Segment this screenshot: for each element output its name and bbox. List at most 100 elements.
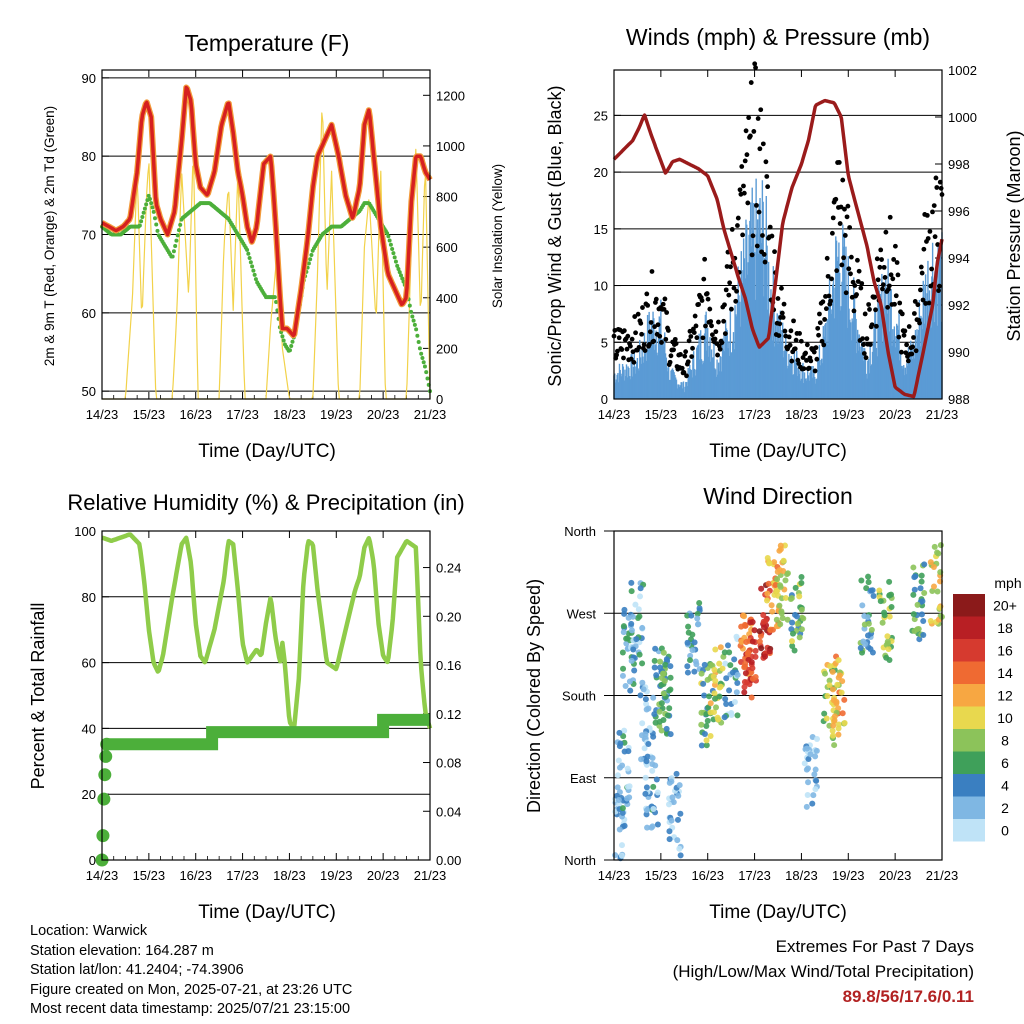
- direction-point: [805, 756, 812, 763]
- dewpoint-point: [175, 233, 180, 238]
- direction-point: [927, 618, 934, 625]
- temperature-panel: Temperature (F) Time (Day/UTC) 2m & 9m T…: [42, 30, 505, 462]
- gust-point: [906, 324, 912, 329]
- direction-point: [931, 543, 938, 550]
- dewpoint-point: [150, 205, 155, 210]
- direction-point: [782, 577, 789, 584]
- direction-point: [640, 686, 647, 693]
- dewpoint-point: [272, 295, 277, 300]
- gust-point: [829, 276, 834, 282]
- direction-point: [812, 766, 819, 773]
- gust-point: [655, 322, 661, 328]
- gust-point: [640, 305, 645, 310]
- direction-point: [911, 627, 918, 634]
- gust-point: [851, 308, 857, 314]
- direction-point: [764, 597, 771, 604]
- direction-point: [780, 557, 787, 564]
- direction-point: [865, 579, 872, 586]
- x-tick-label: 16/23: [179, 407, 212, 422]
- gust-point: [910, 344, 916, 350]
- direction-point: [711, 666, 718, 673]
- gust-point: [667, 359, 673, 365]
- direction-point: [637, 585, 644, 592]
- gust-point: [635, 311, 641, 317]
- y-tick-label-right: 600: [436, 240, 458, 255]
- direction-point: [723, 701, 730, 708]
- gust-point: [624, 346, 630, 352]
- direction-point: [642, 731, 649, 738]
- direction-point: [722, 660, 729, 667]
- gust-point: [779, 310, 785, 316]
- direction-point: [798, 573, 805, 580]
- gust-point: [869, 322, 875, 328]
- direction-point: [660, 690, 667, 697]
- dewpoint-point: [139, 219, 144, 224]
- dewpoint-point: [149, 201, 154, 206]
- gust-point: [703, 323, 708, 329]
- dewpoint-point: [154, 222, 159, 227]
- gust-point: [880, 282, 886, 288]
- gust-point: [685, 359, 691, 365]
- direction-point: [650, 783, 657, 790]
- direction-point: [811, 771, 818, 778]
- direction-point: [767, 627, 774, 634]
- direction-point: [615, 757, 622, 764]
- x-tick-label: 14/23: [598, 407, 631, 422]
- direction-point: [715, 716, 722, 723]
- gust-point: [932, 234, 938, 240]
- y-tick-label-right: 1000: [948, 110, 977, 125]
- colorbar-swatch: [953, 594, 985, 617]
- direction-point: [644, 824, 651, 831]
- rainfall-line: [106, 713, 430, 751]
- x-tick-label: 15/23: [645, 407, 678, 422]
- direction-point: [622, 682, 629, 689]
- direction-point: [685, 623, 692, 630]
- direction-point: [629, 613, 636, 620]
- colorbar-label: 8: [1001, 732, 1009, 748]
- direction-point: [778, 608, 785, 615]
- gust-point: [724, 264, 730, 269]
- dewpoint-point: [415, 333, 420, 338]
- gust-point: [872, 294, 878, 300]
- gust-point: [882, 275, 888, 280]
- direction-point: [664, 712, 671, 719]
- gust-point: [863, 355, 869, 361]
- direction-point: [764, 590, 771, 597]
- gust-point: [631, 359, 637, 365]
- direction-point: [772, 581, 779, 588]
- y-tick-label-right: 996: [948, 204, 970, 219]
- gust-point: [615, 348, 620, 354]
- humidity-plot: 14/23 15/23 16/23 17/23 18/23 19/23 20/23 21/23…: [74, 524, 461, 883]
- gust-point: [721, 318, 727, 324]
- gust-point: [852, 283, 858, 288]
- gust-point: [782, 328, 788, 334]
- gust-point: [657, 333, 663, 339]
- dewpoint-point: [280, 334, 285, 339]
- direction-point: [741, 621, 748, 628]
- x-tick-label: 20/23: [367, 407, 400, 422]
- direction-point: [724, 642, 731, 649]
- colorbar-swatch: [953, 796, 985, 819]
- direction-point: [687, 652, 694, 659]
- gust-point: [644, 291, 650, 297]
- gust-point: [737, 187, 743, 193]
- x-tick-label: 18/23: [785, 868, 818, 883]
- gust-point: [678, 352, 683, 357]
- direction-point: [726, 687, 733, 694]
- direction-point: [804, 745, 811, 752]
- y-tick-label-right: 0.24: [436, 561, 461, 576]
- direction-point: [706, 693, 713, 700]
- direction-point: [884, 640, 891, 647]
- direction-point: [635, 606, 642, 613]
- gust-point: [926, 300, 932, 306]
- colorbar-title: mph: [994, 575, 1021, 591]
- gust-point: [682, 353, 688, 359]
- direction-point: [804, 792, 811, 799]
- x-tick-label: 21/23: [926, 868, 959, 883]
- gust-point: [930, 209, 935, 215]
- gust-point: [855, 257, 860, 263]
- gust-point: [628, 356, 634, 362]
- direction-point: [627, 687, 634, 694]
- direction-tick-label: North: [564, 524, 596, 539]
- direction-point: [823, 715, 830, 722]
